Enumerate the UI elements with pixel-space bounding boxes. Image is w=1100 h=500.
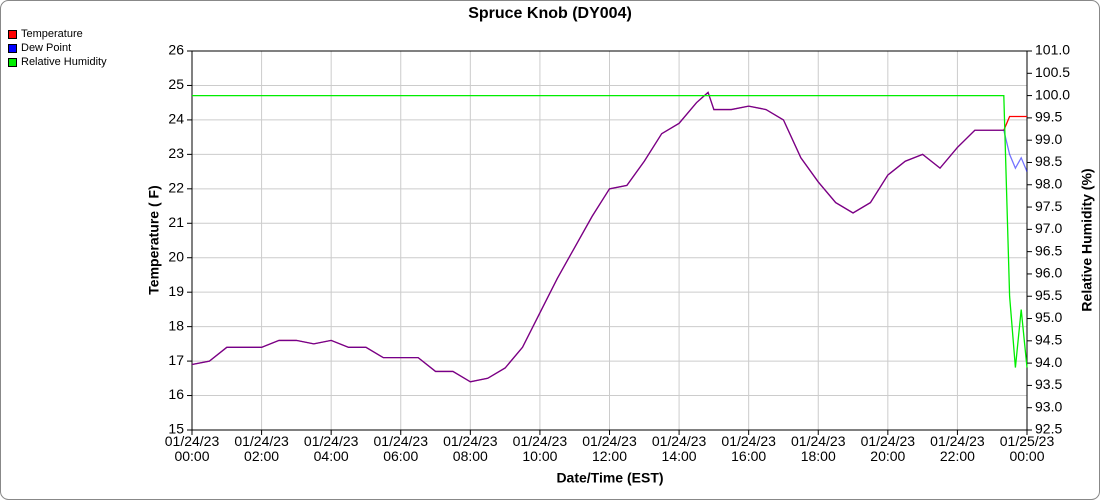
y-tick-label: 15	[168, 421, 184, 437]
legend-swatch	[8, 29, 17, 39]
y-tick-label: 19	[168, 283, 184, 299]
x-tick-label: 01/24/23 00:00	[164, 433, 220, 464]
x-tick-label: 01/24/23 10:00	[512, 433, 568, 464]
x-tick-label: 01/24/23 20:00	[860, 433, 916, 464]
y2-tick-label: 92.5	[1035, 421, 1062, 437]
x-tick-label: 01/24/23 22:00	[930, 433, 985, 464]
y2-tick-label: 98.5	[1035, 153, 1062, 169]
y2-tick-label: 93.5	[1035, 376, 1062, 392]
x-tick-label: 01/24/23 14:00	[651, 433, 707, 464]
y-tick-label: 24	[168, 111, 184, 127]
x-tick-label: 01/24/23 16:00	[721, 433, 776, 464]
y-tick-label: 23	[168, 145, 184, 161]
legend-label: Relative Humidity	[21, 56, 107, 68]
y2-tick-label: 101.0	[1035, 42, 1070, 58]
legend-label: Dew Point	[21, 42, 72, 54]
legend-entry: Temperature	[8, 28, 83, 40]
y2-tick-label: 94.5	[1035, 332, 1062, 348]
y2-tick-label: 96.5	[1035, 242, 1062, 258]
y-tick-label: 18	[168, 317, 184, 333]
y2-tick-label: 93.0	[1035, 398, 1062, 414]
y-tick-label: 22	[168, 180, 184, 196]
legend-swatch	[8, 43, 17, 53]
y2-tick-label: 97.5	[1035, 198, 1062, 214]
y2-axis-label: Relative Humidity (%)	[1079, 168, 1095, 311]
series-line	[191, 91, 1028, 383]
y-tick-label: 26	[168, 42, 184, 58]
legend-label: Temperature	[21, 28, 83, 40]
y-tick-label: 21	[168, 214, 184, 230]
x-tick-label: 01/24/23 02:00	[234, 433, 289, 464]
y-tick-label: 20	[168, 248, 184, 264]
y-tick-label: 16	[168, 386, 184, 402]
plot-border	[191, 50, 1028, 431]
y2-tick-label: 95.5	[1035, 287, 1062, 303]
x-tick-label: 01/24/23 08:00	[443, 433, 498, 464]
y2-tick-label: 94.0	[1035, 354, 1062, 370]
x-tick-label: 01/25/23 00:00	[999, 433, 1055, 464]
x-axis-label: Date/Time (EST)	[556, 470, 663, 486]
x-tick-label: 01/24/23 06:00	[373, 433, 429, 464]
y-tick-label: 25	[168, 76, 184, 92]
y-tick-label: 17	[168, 352, 184, 368]
x-tick-label: 01/24/23 12:00	[582, 433, 637, 464]
y-axis-label: Temperature ( F)	[146, 185, 162, 294]
y2-tick-label: 99.0	[1035, 131, 1062, 147]
chart-title: Spruce Knob (DY004)	[468, 5, 632, 22]
y2-tick-label: 97.0	[1035, 220, 1062, 236]
legend-entry: Relative Humidity	[8, 56, 107, 68]
legend-entry: Dew Point	[8, 42, 71, 54]
y2-tick-label: 99.5	[1035, 109, 1062, 125]
legend-swatch	[8, 57, 17, 67]
series-line	[192, 94, 1028, 368]
y2-tick-label: 100.0	[1035, 86, 1070, 102]
y2-tick-label: 96.0	[1035, 265, 1062, 281]
y2-tick-label: 98.0	[1035, 175, 1062, 191]
x-tick-label: 01/24/23 18:00	[791, 433, 846, 464]
y2-tick-label: 95.0	[1035, 309, 1062, 325]
x-tick-label: 01/24/23 04:00	[303, 433, 359, 464]
y2-tick-label: 100.5	[1035, 64, 1070, 80]
